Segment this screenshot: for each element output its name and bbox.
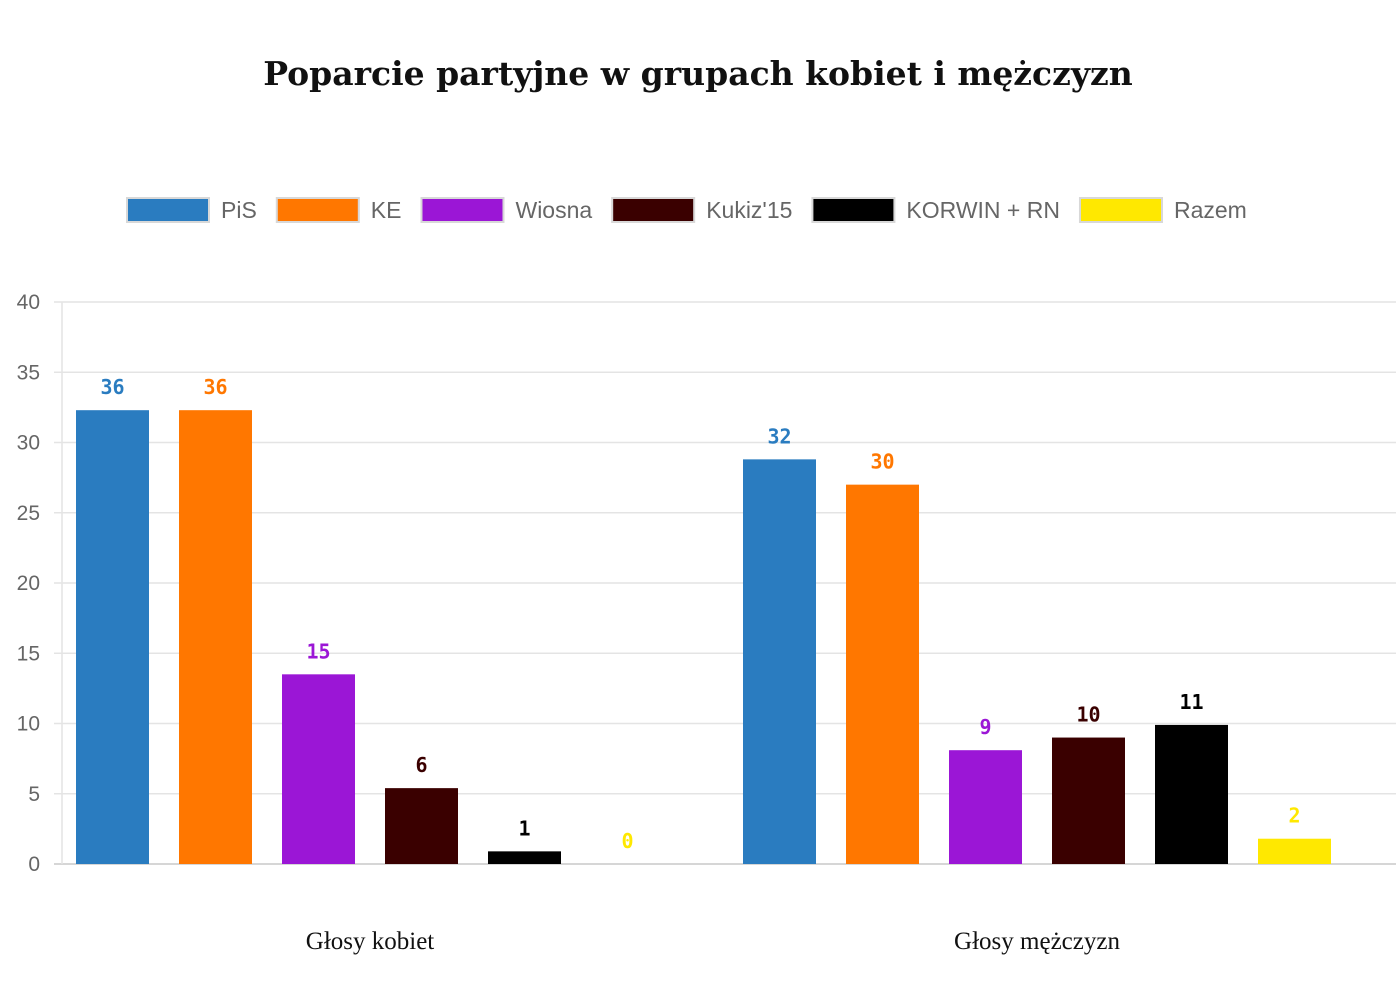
- legend-swatch: [420, 197, 505, 223]
- y-tick-label: 15: [17, 642, 40, 665]
- y-tick-label: 0: [28, 853, 40, 876]
- legend-label: Wiosna: [515, 197, 592, 223]
- bar: [743, 459, 816, 864]
- data-label: 30: [870, 450, 894, 474]
- bar: [1258, 838, 1331, 864]
- x-category-label: Głosy mężczyzn: [954, 928, 1120, 955]
- bar: [846, 484, 919, 864]
- legend-swatch: [126, 197, 210, 223]
- bar: [949, 750, 1022, 864]
- bar: [179, 410, 252, 864]
- x-category-label: Głosy kobiet: [306, 928, 435, 955]
- bars: [76, 410, 1331, 864]
- data-label: 2: [1288, 804, 1300, 828]
- y-tick-label: 5: [28, 783, 40, 806]
- legend-label: Razem: [1174, 197, 1247, 223]
- data-label: 6: [415, 753, 427, 777]
- legend-item[interactable]: KE: [275, 197, 402, 223]
- legend-item[interactable]: PiS: [126, 197, 257, 223]
- y-tick-label: 30: [17, 432, 40, 455]
- legend-item[interactable]: Wiosna: [420, 197, 592, 223]
- legend: PiS KE Wiosna Kukiz'15 KORWIN + RN Razem: [126, 197, 1247, 223]
- x-axis: Głosy kobiet Głosy mężczyzn: [306, 928, 1121, 955]
- data-label: 1: [518, 816, 530, 840]
- data-label: 9: [979, 715, 991, 739]
- y-tick-label: 25: [17, 502, 40, 525]
- legend-item[interactable]: KORWIN + RN: [811, 197, 1060, 223]
- bar: [76, 410, 149, 864]
- y-tick-label: 40: [17, 291, 40, 314]
- data-label: 15: [306, 639, 330, 663]
- data-label: 11: [1179, 690, 1203, 714]
- bar: [488, 851, 561, 864]
- data-label: 36: [203, 375, 227, 399]
- bar: [385, 788, 458, 864]
- bar: [1052, 737, 1125, 864]
- y-tick-label: 20: [17, 572, 40, 595]
- y-tick-label: 10: [17, 713, 40, 736]
- data-label: 10: [1076, 703, 1100, 727]
- legend-label: KORWIN + RN: [906, 197, 1060, 223]
- legend-swatch: [611, 197, 696, 223]
- legend-swatch: [275, 197, 360, 223]
- gridlines: [54, 301, 1396, 865]
- legend-swatch: [1078, 197, 1163, 223]
- data-label: 0: [621, 829, 633, 853]
- bar: [1155, 724, 1228, 864]
- chart-title: Poparcie partyjne w grupach kobiet i męż…: [263, 54, 1133, 93]
- data-label: 36: [100, 375, 124, 399]
- bar: [282, 674, 355, 864]
- legend-label: KE: [371, 197, 402, 223]
- data-label: 32: [767, 424, 791, 448]
- legend-item[interactable]: Razem: [1078, 197, 1247, 223]
- y-axis: 0 5 10 15 20 25 30 35 40: [17, 291, 63, 876]
- legend-item[interactable]: Kukiz'15: [611, 197, 792, 223]
- legend-label: PiS: [221, 197, 257, 223]
- y-tick-label: 35: [17, 361, 40, 384]
- legend-swatch: [811, 197, 896, 223]
- legend-label: Kukiz'15: [706, 197, 792, 223]
